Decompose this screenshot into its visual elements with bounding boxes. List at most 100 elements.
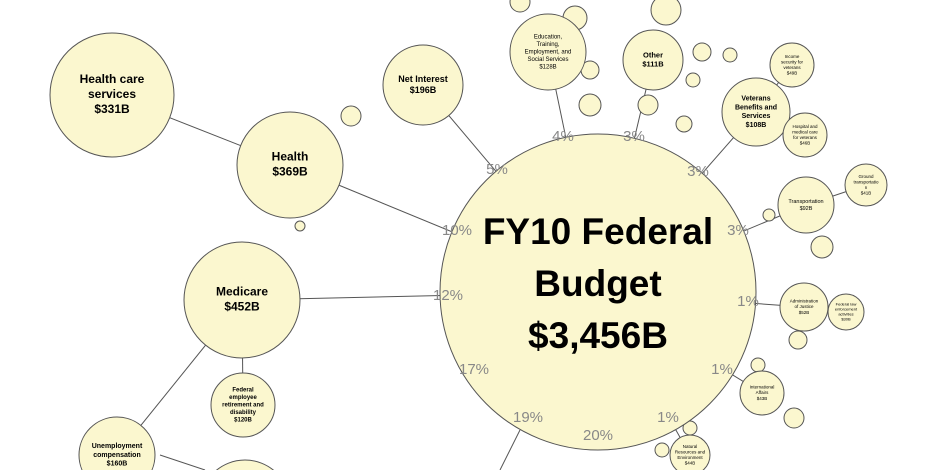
node-label: services <box>88 87 136 101</box>
node-bubble <box>769 42 815 88</box>
share-label: 1% <box>737 293 759 310</box>
node-bubble <box>782 112 828 158</box>
share-label: 4% <box>552 128 574 145</box>
node-label: security for <box>781 59 804 64</box>
link <box>159 454 206 470</box>
node-label: Federal <box>232 388 254 394</box>
node-label: $120B <box>234 418 252 424</box>
share-label: 12% <box>433 287 463 304</box>
minor-bubble <box>750 357 766 373</box>
node-label: veterans <box>783 65 801 70</box>
node-label: $30B <box>841 317 851 322</box>
node-label: $92B <box>800 206 813 212</box>
node-label: $108B <box>746 122 767 129</box>
node-label: Veterans <box>741 96 770 103</box>
node-bubble <box>739 370 785 416</box>
node-bubble <box>827 293 865 331</box>
node-bubble <box>210 372 276 438</box>
minor-bubble <box>637 94 659 116</box>
node-label: $52B <box>799 310 810 315</box>
node-label: $196B <box>410 85 437 95</box>
node-label: transportatio <box>853 179 879 184</box>
node-label: $41B <box>861 191 872 196</box>
share-label: 17% <box>459 361 489 378</box>
node-label: retirement and <box>222 403 264 409</box>
node-label: Income <box>785 54 800 59</box>
node-bubble <box>183 241 301 359</box>
share-label: 5% <box>486 161 508 178</box>
minor-bubble <box>762 208 776 222</box>
node-label: Administration <box>790 299 819 304</box>
total-label-line: $3,456B <box>528 315 668 356</box>
node-label: Affairs <box>756 390 769 395</box>
node-label: $49B <box>787 71 798 76</box>
minor-bubble <box>650 0 682 26</box>
node-label: Training, <box>536 42 559 48</box>
node-label: disability <box>230 410 257 416</box>
node-label: $43B <box>757 396 768 401</box>
node-bubble <box>509 13 587 91</box>
node-bubble <box>382 44 464 126</box>
total-label-line: FY10 Federal <box>483 211 713 252</box>
node-label: employee <box>229 395 257 401</box>
node-label: International <box>750 385 775 390</box>
share-label: 3% <box>687 163 709 180</box>
total-label-line: Budget <box>534 263 661 304</box>
minor-bubble <box>788 330 808 350</box>
node-bubble <box>779 282 829 332</box>
node-label: Health <box>272 150 309 164</box>
node-bubble <box>236 111 344 219</box>
node-label: Hospital and <box>792 124 818 129</box>
node-label: Ground <box>858 174 874 179</box>
node-label: $128B <box>539 65 556 71</box>
node-label: Education, <box>534 35 563 41</box>
minor-bubble <box>810 235 834 259</box>
minor-bubble <box>294 220 306 232</box>
node-label: of Justice <box>794 304 814 309</box>
share-label: 19% <box>513 409 543 426</box>
node-label: $452B <box>224 300 260 314</box>
share-label: 20% <box>583 427 613 444</box>
node-label: Other <box>643 50 663 59</box>
total-label: FY10 Federal Budget $3,456B <box>483 211 713 356</box>
share-label: 3% <box>623 128 645 145</box>
node-bubble <box>49 32 175 158</box>
node-label: $160B <box>107 461 128 468</box>
minor-bubble <box>215 459 275 470</box>
node-label: n <box>865 185 868 190</box>
node-bubble <box>721 77 791 147</box>
node-label: $111B <box>642 60 664 69</box>
minor-bubble <box>340 105 362 127</box>
node-label: Resources and <box>675 449 706 454</box>
node-bubble <box>669 434 711 470</box>
node-label: Benefits and <box>735 104 777 111</box>
share-label: 3% <box>727 222 749 239</box>
share-labels: 4% 3% 3% 3% 1% 1% 1% 20% 19% 17% 12% 10% 5% <box>433 128 759 444</box>
minor-bubble <box>675 115 693 133</box>
node-bubble <box>78 416 156 470</box>
minor-bubble <box>692 42 712 62</box>
minor-bubble <box>783 407 805 429</box>
node-label: Health care <box>80 72 145 86</box>
node-label: activities <box>838 312 853 317</box>
link <box>499 429 521 470</box>
node-label: Transportation <box>788 199 823 205</box>
minor-bubbles <box>215 0 834 470</box>
minor-bubble <box>654 442 670 458</box>
total-bubble <box>439 133 757 451</box>
node-label: Federal law <box>836 302 857 307</box>
node-label: compensation <box>93 452 140 459</box>
node-label: $331B <box>94 102 130 116</box>
share-label: 1% <box>657 409 679 426</box>
node-label: Employment, and <box>525 50 572 56</box>
minor-bubble <box>685 72 701 88</box>
node-label: Medicare <box>216 285 268 299</box>
node-bubble <box>844 163 888 207</box>
node-label: enforcement <box>835 307 858 312</box>
node-label: $44B <box>685 461 696 466</box>
share-label: 10% <box>442 222 472 239</box>
node-label: $369B <box>272 165 308 179</box>
minor-bubble <box>722 47 738 63</box>
node-label: Services <box>742 113 771 120</box>
